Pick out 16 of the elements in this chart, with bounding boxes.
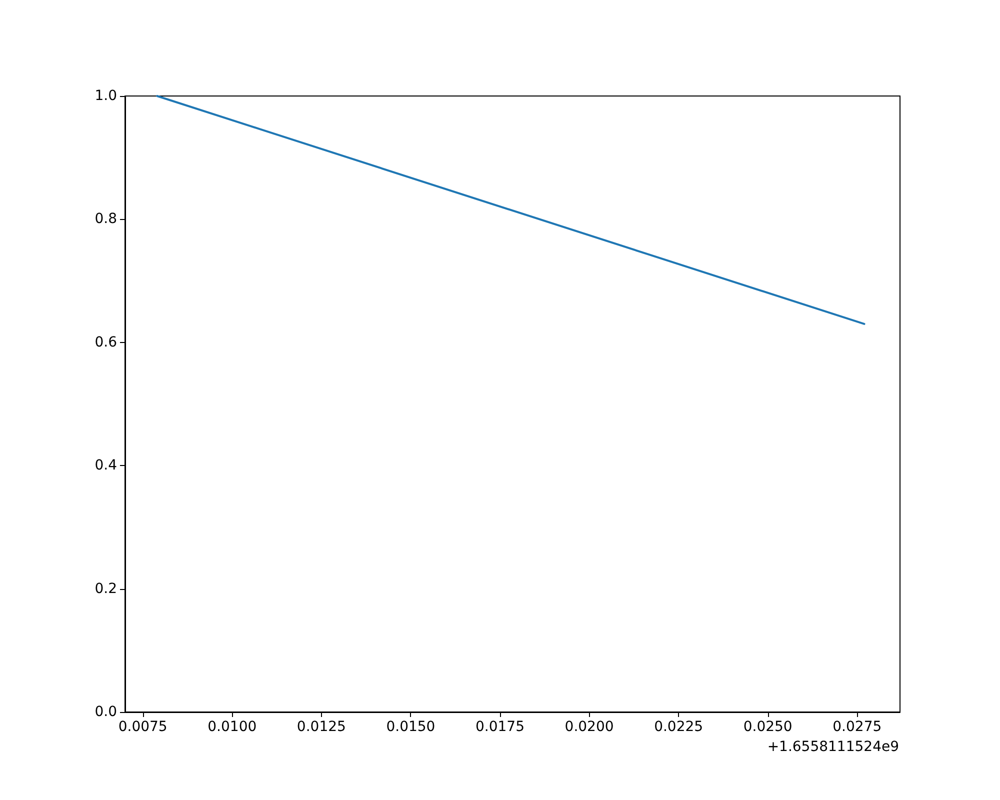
y-tick-label: 0.0 (94, 704, 117, 720)
x-tick-label: 0.0275 (832, 719, 882, 735)
x-tick-label: 0.0200 (564, 719, 614, 735)
x-tick-label: 0.0075 (118, 719, 168, 735)
x-tick-label: 0.0250 (743, 719, 792, 735)
x-tick-label: 0.0175 (476, 719, 524, 735)
y-tick-label: 1.0 (94, 88, 117, 104)
x-tick-label: 0.0225 (654, 719, 704, 735)
y-tick-label: 0.8 (94, 211, 117, 228)
text: +1.6558111524e9 (767, 739, 899, 755)
x-tick-label: 0.0125 (296, 719, 346, 735)
x-tick-label: 0.0150 (386, 719, 436, 735)
y-tick-label: 0.6 (94, 334, 118, 350)
x-tick-label: 0.0100 (208, 719, 257, 735)
y-tick-label: 0.4 (94, 458, 118, 474)
y-tick-label: 0.2 (94, 580, 117, 597)
